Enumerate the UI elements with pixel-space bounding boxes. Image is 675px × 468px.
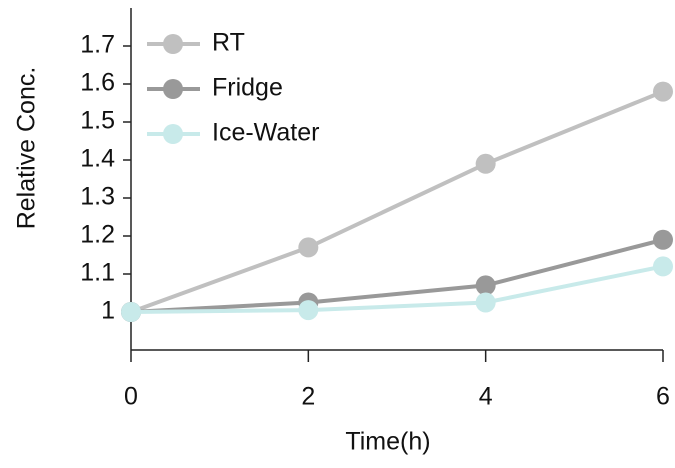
legend-label: RT — [212, 29, 245, 57]
series-line — [130, 237, 664, 314]
data-point — [475, 153, 496, 174]
x-tick-label: 2 — [301, 383, 315, 411]
data-point — [653, 229, 673, 250]
y-tick-label: 1.4 — [80, 145, 115, 173]
legend-marker — [163, 124, 183, 144]
y-tick-label: 1.6 — [80, 69, 115, 97]
legend-marker — [163, 34, 183, 54]
x-tick-label: 4 — [479, 383, 493, 411]
data-point — [298, 237, 319, 258]
y-tick-label: 1.1 — [80, 259, 115, 287]
y-tick-label: 1.3 — [80, 183, 115, 211]
data-point — [298, 300, 319, 321]
series-line — [130, 89, 664, 314]
x-tick-label: 6 — [656, 383, 670, 411]
series-line — [130, 264, 664, 314]
data-point — [121, 302, 141, 322]
y-tick-label: 1.7 — [80, 31, 115, 59]
data-point — [475, 275, 496, 296]
y-axis-label: Relative Conc. — [13, 67, 41, 230]
data-point — [653, 81, 673, 102]
x-axis-label: Time(h) — [345, 428, 430, 456]
x-tick-label: 0 — [124, 383, 138, 411]
y-tick-label: 1.2 — [80, 221, 115, 249]
legend-label: Ice-Water — [212, 119, 319, 147]
data-point — [653, 256, 673, 277]
legend-label: Fridge — [212, 74, 283, 102]
y-tick-label: 1 — [101, 297, 115, 325]
data-point — [475, 292, 496, 313]
legend-marker — [163, 79, 183, 99]
y-tick-label: 1.5 — [80, 107, 115, 135]
